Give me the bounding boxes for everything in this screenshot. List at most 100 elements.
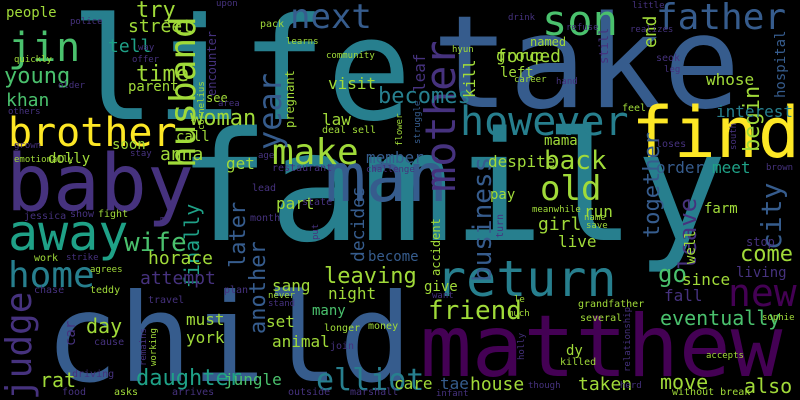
word-however: however [460,99,629,145]
word-baby: baby [6,139,194,229]
word-people: people [6,5,57,21]
word-next: next [290,0,372,37]
word-taken: taken [578,374,633,395]
word-give: give [424,279,458,295]
word-little: little [632,1,665,11]
word-encounter: encounter [205,30,219,96]
word-forced: forced [496,46,562,67]
word-back: back [544,146,607,176]
word-stay: stay [130,149,152,159]
word-dy: dy [566,343,583,359]
word-never: never [268,291,296,301]
word-york: york [186,328,225,347]
word-father: father [656,0,787,38]
word-mr: mr [160,215,171,225]
word-order: order [656,158,705,177]
word-show: show [70,209,95,220]
word-car: car [63,320,79,346]
word-lead: lead [252,183,277,194]
word-anna: anna [160,144,204,165]
word-woman: woman [190,106,257,131]
word-try: try [136,0,176,23]
word-matthew: matthew [420,297,783,397]
word-older: older [58,81,86,91]
word-son: son [542,0,618,45]
word-restaurant: restaurant [272,163,333,174]
word-jin: jin [8,25,81,71]
word-without-break: without break [672,387,751,398]
word-attempt: attempt [140,268,216,289]
word-career: career [514,75,547,85]
word-care: care [394,374,433,393]
word-new: new [728,271,797,315]
word-drink: drink [508,13,536,23]
word-leg: leg [664,65,681,75]
word-hand: hand [556,77,578,87]
word-join: join [330,341,355,352]
word-accepts: accepts [706,351,744,361]
word-put: put [311,223,321,240]
word-brown: brown [766,163,794,173]
word-farm: farm [704,201,738,217]
word-grandfather: grandfather [578,299,645,310]
word-rat: rat [40,368,77,392]
word-learns: learns [286,37,319,47]
word-marshall: marshall [350,387,399,398]
word-several: several [580,313,623,324]
word-leaf: leaf [410,53,429,92]
word-food: food [62,387,87,398]
word-come: come [740,242,793,267]
word-relationship: relationship [623,306,633,372]
word-month: month [250,213,281,224]
word-soon: soon [112,137,146,153]
word-way: way [138,43,155,53]
word-chase: chase [34,285,65,296]
word-fall: fall [664,286,703,305]
word-loses: loses [656,139,687,150]
word-le: le [514,295,525,305]
word-agrees: agrees [90,265,123,275]
word-sophie: sophie [762,313,795,323]
word-since: since [682,270,731,289]
word-challenge: challenge [366,165,415,175]
word-make: make [272,132,359,173]
word-flower: flower [395,113,405,146]
word-herd: herd [620,381,642,391]
word-working: working [149,328,159,366]
word-sell: sell [352,125,377,136]
word-pregnant: pregnant [283,70,297,128]
word-live: live [558,232,597,251]
word-leaving: leaving [324,264,417,289]
word-brother: brother [8,110,177,156]
word-hospital: hospital [773,30,789,98]
word-go: go [658,260,687,288]
word-travel: travel [148,295,185,306]
word-animal: animal [272,332,330,351]
word-fight: fight [98,209,129,220]
word-set: set [266,312,295,331]
word-police: police [70,17,103,27]
word-state: state [302,197,333,208]
word-driving: driving [72,369,115,380]
word-life: life [70,0,412,153]
word-business: business [468,156,498,282]
word-money: money [368,321,399,332]
word-see: see [206,91,228,105]
word-girl: girl [538,214,582,235]
word-strike: strike [66,253,99,263]
word-holly: holly [517,332,527,360]
word-killed: killed [560,357,597,368]
word-offer: offer [132,55,160,65]
word-interest: interest [716,102,794,121]
word-struggle: struggle [413,100,423,144]
word-deal: deal [322,125,347,136]
word-still: still [597,27,611,64]
word-realizes: realizes [630,25,674,35]
word-stop: stop [746,235,775,249]
word-grown: grown [14,141,42,151]
word-dee: dee [608,312,610,313]
word-tae: tae [440,374,469,393]
word-refuse: refuse [566,23,599,33]
word-arrives: arrives [172,387,215,398]
